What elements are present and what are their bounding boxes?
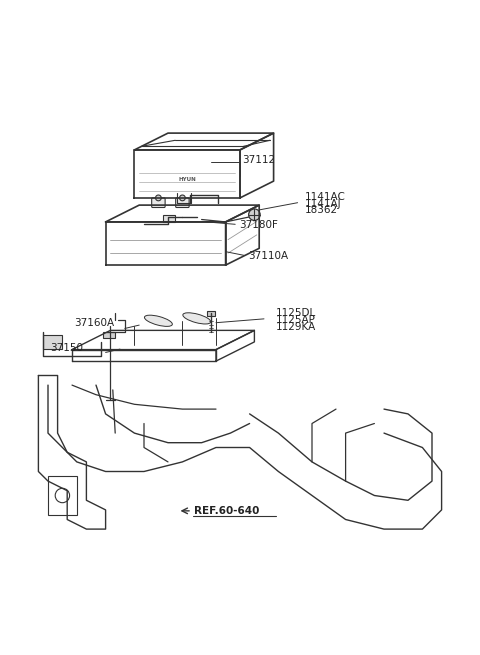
FancyBboxPatch shape (152, 198, 165, 208)
Text: 37112: 37112 (242, 155, 276, 166)
Circle shape (156, 195, 161, 201)
Text: 37160A: 37160A (74, 318, 115, 328)
Ellipse shape (183, 313, 211, 324)
Ellipse shape (144, 315, 172, 326)
Circle shape (55, 488, 70, 502)
Text: 1125AP: 1125AP (276, 315, 316, 325)
Bar (48, 476, 77, 515)
Text: 1129KA: 1129KA (276, 322, 316, 331)
Text: 1125DL: 1125DL (276, 308, 316, 318)
Text: 37110A: 37110A (249, 252, 289, 261)
Text: 1141AC: 1141AC (305, 192, 346, 202)
Text: 18362: 18362 (305, 206, 338, 215)
Text: HYUN: HYUN (179, 177, 196, 182)
Bar (163, 215, 175, 222)
Circle shape (180, 195, 185, 201)
Bar (207, 310, 215, 316)
Text: 1141AJ: 1141AJ (305, 198, 341, 209)
Text: 37150: 37150 (50, 343, 84, 352)
FancyBboxPatch shape (176, 198, 189, 208)
Text: REF.60-640: REF.60-640 (194, 506, 260, 516)
Bar (103, 332, 115, 338)
Bar (43, 335, 62, 349)
Text: 37180F: 37180F (239, 220, 278, 231)
Circle shape (249, 209, 260, 221)
